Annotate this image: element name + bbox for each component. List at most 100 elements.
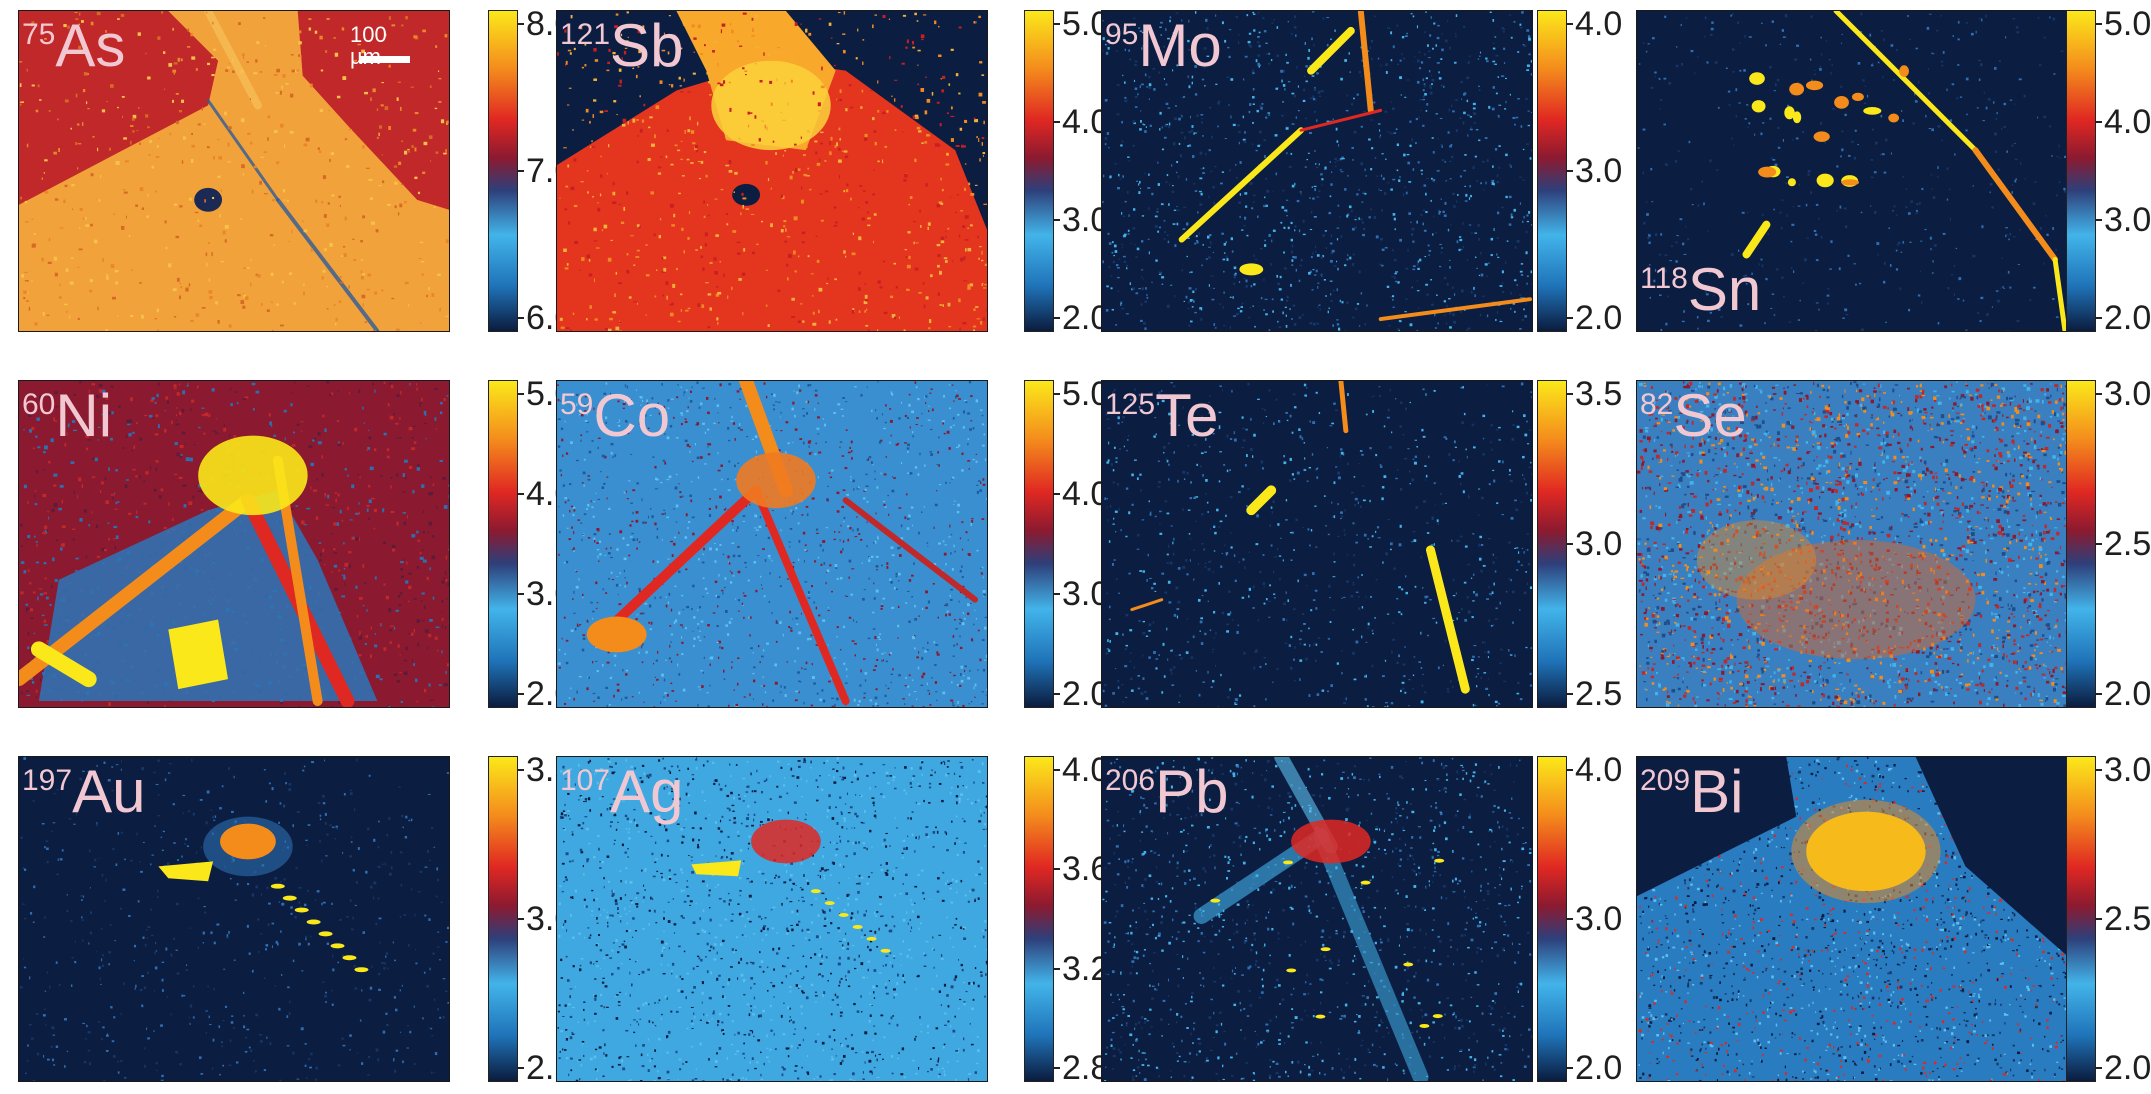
element-symbol: Co [593, 382, 671, 449]
isotope-mass: 107 [560, 764, 611, 797]
colorbar-tick-mark [2096, 1067, 2102, 1069]
colorbar [1024, 756, 1054, 1082]
colorbar-tick-label: 2.0 [1575, 299, 1623, 337]
colorbar-tick-mark [1567, 1067, 1573, 1069]
isotope-mass: 206 [1105, 764, 1156, 797]
isotope-label: 209Bi [1640, 762, 1743, 822]
isotope-mass: 197 [22, 764, 73, 797]
element-symbol: Ni [55, 382, 113, 449]
isotope-mass: 125 [1105, 388, 1156, 421]
isotope-mass: 59 [560, 388, 594, 421]
colorbar-tick-label: 4.0 [2104, 103, 2151, 141]
colorbar-tick-mark [1567, 769, 1573, 771]
colorbar-tick-mark [2096, 693, 2102, 695]
element-symbol: Sn [1687, 256, 1762, 323]
colorbar [1537, 10, 1567, 332]
element-map-bi [1636, 756, 2068, 1082]
colorbar-tick-mark [2096, 918, 2102, 920]
colorbar-tick-mark [518, 317, 524, 319]
element-symbol: Bi [1690, 758, 1744, 825]
colorbar [2066, 10, 2096, 332]
colorbar-tick-label: 4.0 [1575, 751, 1623, 789]
isotope-label: 206Pb [1105, 762, 1228, 822]
colorbar [488, 10, 518, 332]
element-map-pb [1101, 756, 1533, 1082]
colorbar-tick-label: 3.5 [1575, 375, 1623, 413]
colorbar [488, 756, 518, 1082]
colorbar-tick-mark [518, 170, 524, 172]
element-symbol: Mo [1138, 12, 1222, 79]
element-symbol: Sb [610, 12, 684, 79]
isotope-label: 121Sb [560, 16, 683, 76]
colorbar-tick-label: 2.0 [2104, 1049, 2151, 1087]
colorbar-tick-mark [1567, 170, 1573, 172]
colorbar [1024, 10, 1054, 332]
colorbar-tick-mark [1054, 219, 1060, 221]
colorbar-tick-label: 2.0 [1575, 1049, 1623, 1087]
element-map-mo [1101, 10, 1533, 332]
element-map-se [1636, 380, 2068, 708]
element-map-as [18, 10, 450, 332]
colorbar-tick-mark [1567, 693, 1573, 695]
colorbar-tick-label: 3.0 [2104, 375, 2151, 413]
colorbar [1537, 380, 1567, 708]
colorbar-tick-mark [2096, 23, 2102, 25]
isotope-mass: 82 [1640, 388, 1674, 421]
colorbar [488, 380, 518, 708]
colorbar-tick-mark [518, 769, 524, 771]
colorbar-tick-mark [1054, 121, 1060, 123]
colorbar-tick-mark [1567, 317, 1573, 319]
element-map-ag [556, 756, 988, 1082]
colorbar-tick-mark [2096, 393, 2102, 395]
element-map-te [1101, 380, 1533, 708]
colorbar [1537, 756, 1567, 1082]
colorbar-tick-mark [1054, 1067, 1060, 1069]
colorbar [2066, 380, 2096, 708]
colorbar-tick-mark [1054, 967, 1060, 970]
colorbar-tick-mark [518, 693, 524, 695]
colorbar-tick-label: 2.0 [2104, 675, 2151, 713]
colorbar-tick-mark [1054, 493, 1060, 495]
element-map-co [556, 380, 988, 708]
element-symbol: Pb [1155, 758, 1229, 825]
colorbar [1024, 380, 1054, 708]
element-symbol: Ag [610, 758, 684, 825]
colorbar-tick-label: 2.5 [2104, 900, 2151, 938]
colorbar-tick-mark [1567, 23, 1573, 25]
colorbar-tick-mark [2096, 121, 2102, 123]
colorbar-tick-mark [518, 393, 524, 395]
isotope-label: 60Ni [22, 386, 112, 446]
colorbar-tick-mark [1054, 317, 1060, 319]
colorbar-tick-mark [1567, 393, 1573, 395]
isotope-mass: 75 [22, 18, 56, 51]
element-map-au [18, 756, 450, 1082]
isotope-mass: 60 [22, 388, 56, 421]
colorbar-tick-label: 3.0 [1575, 525, 1623, 563]
colorbar-tick-label: 2.0 [2104, 299, 2151, 337]
isotope-mass: 121 [560, 18, 611, 51]
isotope-mass: 209 [1640, 764, 1691, 797]
colorbar-tick-mark [1054, 393, 1060, 395]
element-map-sb [556, 10, 988, 332]
scale-bar [360, 56, 410, 63]
element-symbol: Au [72, 758, 146, 825]
colorbar-tick-label: 3.0 [2104, 201, 2151, 239]
isotope-mass: 95 [1105, 18, 1139, 51]
colorbar [2066, 756, 2096, 1082]
colorbar-tick-label: 3.0 [2104, 751, 2151, 789]
colorbar-tick-mark [1054, 23, 1060, 25]
colorbar-tick-mark [2096, 219, 2102, 221]
colorbar-tick-mark [1054, 693, 1060, 695]
colorbar-tick-label: 5.0 [2104, 5, 2151, 43]
colorbar-tick-label: 4.0 [1575, 5, 1623, 43]
element-symbol: As [55, 12, 126, 79]
colorbar-tick-label: 2.5 [2104, 525, 2151, 563]
colorbar-tick-mark [1567, 543, 1573, 545]
colorbar-tick-mark [518, 493, 524, 495]
isotope-label: 197Au [22, 762, 145, 822]
element-map-sn [1636, 10, 2068, 332]
colorbar-tick-mark [1567, 918, 1573, 920]
colorbar-tick-mark [2096, 317, 2102, 319]
isotope-label: 118Sn [1640, 260, 1761, 320]
